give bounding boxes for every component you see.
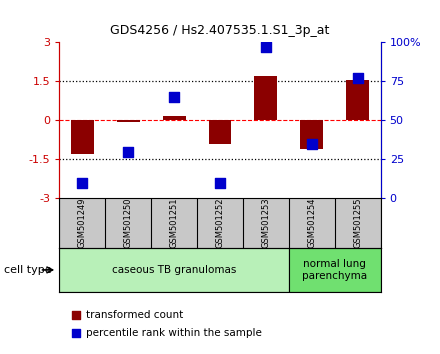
Text: GSM501253: GSM501253 xyxy=(261,198,271,249)
Bar xyxy=(163,116,186,120)
Text: GSM501252: GSM501252 xyxy=(216,198,224,248)
Text: GSM501249: GSM501249 xyxy=(78,198,87,248)
Text: cell type: cell type xyxy=(4,265,52,275)
Text: GSM501250: GSM501250 xyxy=(124,198,133,248)
Point xyxy=(308,141,315,147)
Point xyxy=(354,75,361,81)
Text: caseous TB granulomas: caseous TB granulomas xyxy=(112,265,236,275)
Text: percentile rank within the sample: percentile rank within the sample xyxy=(86,328,262,338)
Point xyxy=(125,149,132,154)
Bar xyxy=(346,80,369,120)
Text: GSM501254: GSM501254 xyxy=(307,198,316,248)
Bar xyxy=(209,120,231,144)
Bar xyxy=(289,248,381,292)
Point xyxy=(262,44,269,50)
Text: GSM501255: GSM501255 xyxy=(353,198,362,248)
Text: transformed count: transformed count xyxy=(86,310,183,320)
Point xyxy=(216,180,224,185)
Point xyxy=(171,94,178,100)
Text: normal lung
parenchyma: normal lung parenchyma xyxy=(302,259,367,281)
Bar xyxy=(71,120,94,154)
Bar xyxy=(117,120,140,122)
Bar xyxy=(59,248,289,292)
Bar xyxy=(254,76,277,120)
Point xyxy=(79,180,86,185)
Text: GSM501251: GSM501251 xyxy=(169,198,179,248)
Title: GDS4256 / Hs2.407535.1.S1_3p_at: GDS4256 / Hs2.407535.1.S1_3p_at xyxy=(110,24,330,37)
Bar xyxy=(300,120,323,149)
